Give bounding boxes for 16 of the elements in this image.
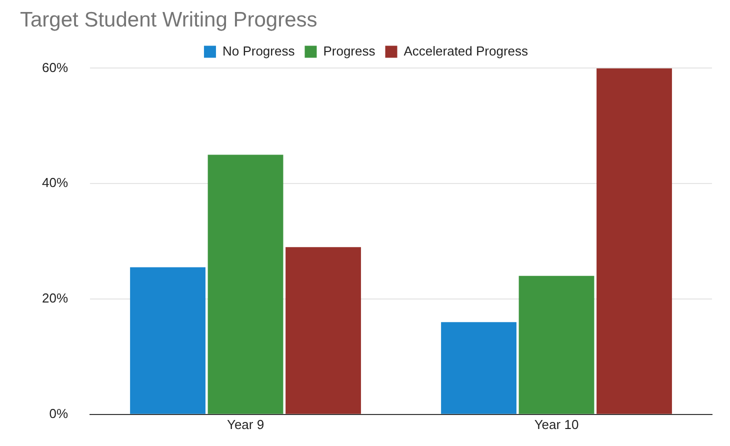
bar [208, 154, 284, 414]
x-tick-label: Year 10 [534, 416, 579, 432]
y-tick-label: 20% [42, 290, 68, 306]
legend-label: Accelerated Progress [404, 43, 529, 58]
y-tick-label: 40% [42, 175, 68, 190]
bar [286, 247, 361, 414]
bar [596, 68, 672, 414]
bar [130, 267, 206, 414]
y-tick-label: 60% [42, 60, 68, 75]
legend-label: Progress [323, 43, 376, 58]
chart-title: Target Student Writing Progress [20, 8, 318, 32]
bar [518, 276, 594, 414]
x-tick-label: Year 9 [226, 416, 264, 432]
y-tick-label: 0% [49, 406, 68, 421]
legend-label: No Progress [222, 43, 296, 58]
bar [441, 322, 516, 414]
